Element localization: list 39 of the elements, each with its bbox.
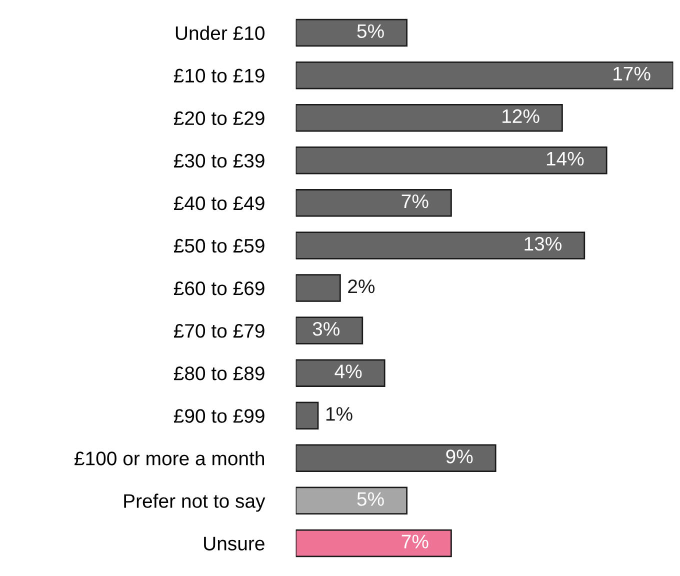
y-tick-label: £90 to £99	[174, 409, 264, 423]
y-tick-label: £20 to £29	[174, 111, 264, 126]
y-tick-label: £80 to £89	[174, 366, 264, 380]
data-label: 7%	[402, 194, 428, 208]
bar	[296, 61, 674, 90]
bar	[296, 529, 452, 558]
bar	[296, 274, 341, 302]
data-label: 17%	[614, 66, 650, 80]
data-label: 3%	[312, 322, 340, 336]
y-tick-label: £30 to £39	[174, 154, 264, 168]
y-tick-label: Under £10	[176, 26, 264, 40]
data-label: 5%	[357, 24, 384, 38]
bar	[296, 189, 452, 217]
data-label: 1%	[326, 407, 352, 421]
y-tick-label: £60 to £69	[174, 281, 264, 296]
y-tick-label: Prefer not to say	[124, 494, 266, 512]
y-tick-label: Unsure	[204, 536, 264, 550]
y-tick-label: £10 to £19	[174, 68, 264, 83]
bar	[296, 444, 496, 472]
y-tick-label: £100 or more a month	[74, 451, 264, 466]
bar	[296, 18, 408, 47]
data-label: 7%	[402, 534, 428, 548]
bar	[296, 486, 408, 515]
data-label: 13%	[524, 236, 562, 251]
bar	[296, 316, 364, 344]
y-tick-label: £50 to £59	[174, 238, 264, 253]
y-tick-label: £40 to £49	[174, 196, 264, 210]
data-label: 9%	[446, 450, 473, 464]
y-tick-label: £70 to £79	[174, 324, 264, 338]
data-label: 2%	[348, 279, 375, 294]
bar	[296, 232, 586, 260]
bar	[296, 402, 319, 430]
data-label: 4%	[334, 364, 362, 378]
data-label: 14%	[546, 152, 584, 166]
bar	[296, 146, 608, 174]
data-label: 5%	[357, 492, 384, 506]
bar	[296, 104, 563, 132]
data-label: 12%	[502, 109, 540, 123]
bar	[296, 359, 386, 387]
